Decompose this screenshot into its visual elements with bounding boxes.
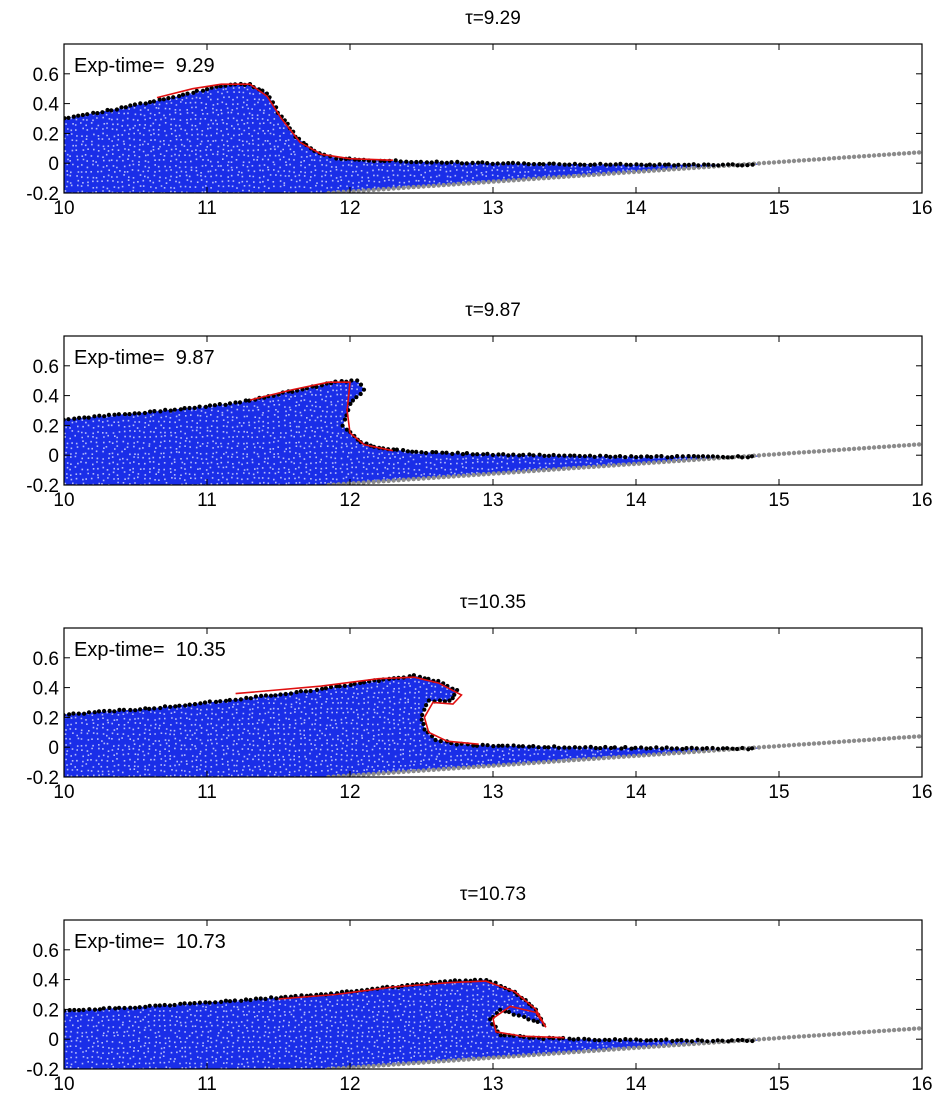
x-tick-label: 10 [53,198,74,219]
y-tick-label: -0.2 [26,184,59,205]
x-tick-label: 11 [197,1074,217,1095]
exp-time-annotation: Exp-time= 9.29 [74,55,215,77]
y-tick-label: 0 [48,738,59,759]
y-tick-label: 0.2 [33,708,59,729]
x-tick-label: 11 [197,198,217,219]
x-tick-label: 16 [911,490,932,511]
surface-particles [64,378,755,460]
experiment-profile-line [278,980,565,1039]
bed-particles [326,442,922,485]
x-tick-label: 15 [768,198,789,219]
x-tick-label: 14 [625,490,647,511]
x-tick-label: 15 [768,490,789,511]
panel-title: τ=10.35 [460,592,526,613]
panel-3: τ=10.35 -0.2 0 0.2 0.4 0.6 10 11 12 13 14 15 16 Exp-t… [26,592,932,803]
x-tick-label: 16 [911,198,932,219]
plot-area [64,378,922,485]
plot-area [64,81,922,193]
y-tick-label: 0 [48,1030,59,1051]
y-tick-label: -0.2 [26,1060,59,1081]
x-tick-label: 10 [53,490,74,511]
y-tick-label: 0.2 [33,124,59,145]
experiment-profile-line [249,381,394,452]
y-tick-label: 0.6 [33,357,59,378]
surface-particles [64,673,755,752]
x-tick-label: 13 [482,198,503,219]
x-tick-label: 12 [339,782,360,803]
y-tick-label: -0.2 [26,476,59,497]
bed-particles [326,734,922,777]
y-tick-label: 0.4 [33,387,60,408]
y-tick-label: 0.4 [33,971,60,992]
experiment-profile-line [235,676,479,745]
experiment-profile-line [156,83,393,161]
y-tick-label: -0.2 [26,768,59,789]
x-tick-label: 13 [482,490,503,511]
x-tick-label: 13 [482,1074,503,1095]
exp-time-annotation: Exp-time= 10.35 [74,639,226,661]
y-tick-label: 0.4 [33,95,60,116]
y-tick-label: 0 [48,446,59,467]
panel-title: τ=9.29 [465,8,521,29]
exp-time-annotation: Exp-time= 9.87 [74,347,215,369]
panel-title: τ=10.73 [460,884,526,905]
fluid-region [64,84,758,193]
y-tick-label: 0.2 [33,416,59,437]
x-tick-label: 14 [625,1074,647,1095]
x-tick-label: 15 [768,1074,789,1095]
y-tick-label: 0.6 [33,649,59,670]
x-tick-label: 14 [625,198,647,219]
fluid-region [64,380,758,485]
x-tick-label: 13 [482,782,503,803]
x-tick-label: 14 [625,782,647,803]
panel-4: τ=10.73 -0.2 0 0.2 0.4 0.6 10 11 12 13 14 15 16 Exp-t… [26,884,932,1095]
plot-area [64,977,922,1069]
x-tick-label: 12 [339,490,360,511]
bed-particles [326,1026,922,1069]
y-tick-label: 0.4 [33,679,60,700]
panel-1: τ=9.29 -0.2 0 0.2 0.4 0.6 10 11 12 13 14 15 16 Exp-ti… [26,8,932,219]
x-tick-label: 10 [53,782,74,803]
fluid-region [64,979,758,1069]
x-tick-label: 15 [768,782,789,803]
panel-2: τ=9.87 -0.2 0 0.2 0.4 0.6 10 11 12 13 14 15 16 Exp-ti… [26,300,932,511]
exp-time-annotation: Exp-time= 10.73 [74,931,226,953]
y-tick-label: 0.6 [33,65,59,86]
y-tick-label: 0.2 [33,1000,59,1021]
x-tick-label: 10 [53,1074,74,1095]
y-tick-label: 0 [48,154,59,175]
x-tick-label: 12 [339,198,360,219]
x-tick-label: 16 [911,1074,932,1095]
panel-title: τ=9.87 [465,300,521,321]
x-tick-label: 16 [911,782,932,803]
x-tick-label: 11 [197,782,217,803]
y-tick-label: 0.6 [33,941,59,962]
x-tick-label: 12 [339,1074,360,1095]
x-tick-label: 11 [197,490,217,511]
